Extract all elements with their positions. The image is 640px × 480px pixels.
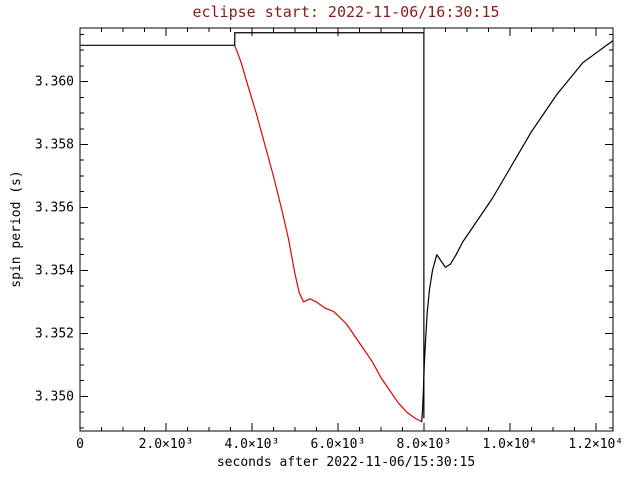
svg-text:1.0×10⁴: 1.0×10⁴ — [482, 437, 537, 452]
svg-text:6.0×10³: 6.0×10³ — [311, 437, 366, 452]
svg-text:3.350: 3.350 — [35, 389, 74, 404]
svg-text:3.358: 3.358 — [35, 137, 74, 152]
svg-text:1.2×10⁴: 1.2×10⁴ — [568, 437, 623, 452]
x-axis-label: seconds after 2022-11-06/15:30:15 — [217, 455, 475, 470]
svg-text:4.0×10³: 4.0×10³ — [225, 437, 280, 452]
svg-text:8.0×10³: 8.0×10³ — [396, 437, 451, 452]
svg-text:3.356: 3.356 — [35, 200, 74, 215]
svg-text:0: 0 — [76, 437, 84, 452]
plot-content: 0 2.0×10³ 4.0×10³ 6.0×10³ 8.0×10³ 1.0×10⁴ 1.2×… — [35, 27, 623, 452]
y-axis-label: spin period (s) — [9, 170, 24, 287]
svg-text:2.0×10³: 2.0×10³ — [139, 437, 194, 452]
svg-text:3.360: 3.360 — [35, 75, 74, 90]
svg-text:3.352: 3.352 — [35, 326, 74, 341]
plot-title: eclipse start: 2022-11-06/16:30:15 — [192, 3, 499, 21]
svg-text:3.354: 3.354 — [35, 263, 74, 278]
